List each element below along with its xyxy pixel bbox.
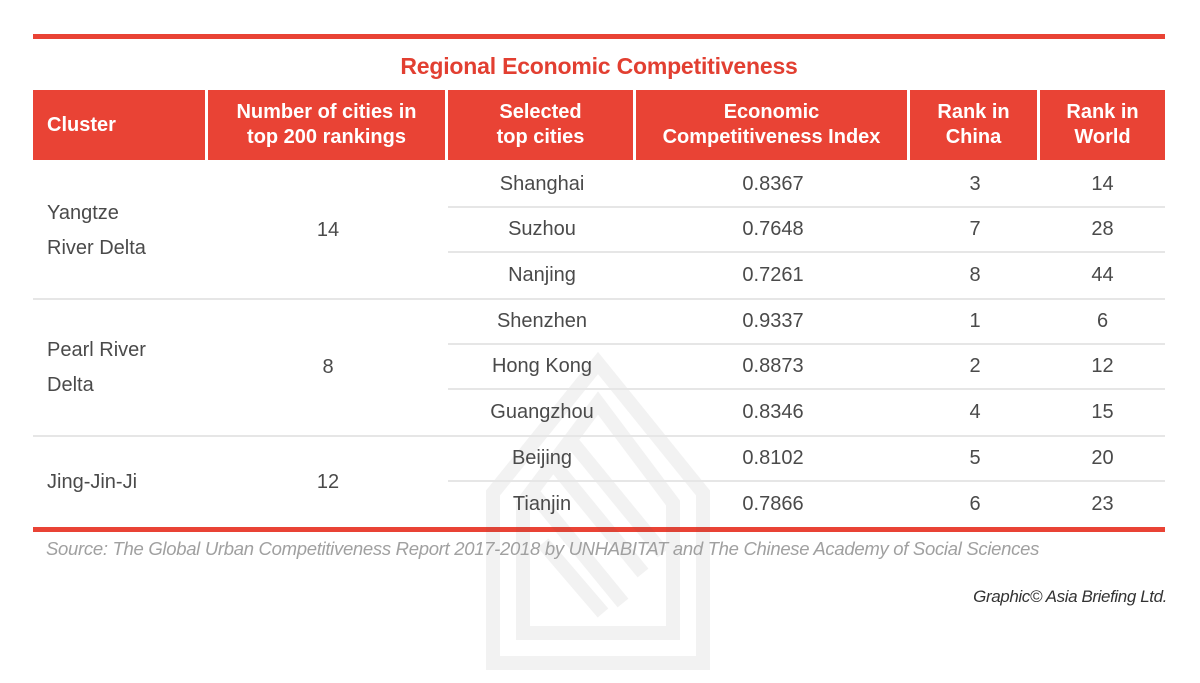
city-name: Hong Kong xyxy=(491,355,593,377)
rank-china: 8 xyxy=(969,264,981,286)
city-name: Suzhou xyxy=(508,218,576,240)
city-count: 14 xyxy=(316,219,340,241)
city-name: Shenzhen xyxy=(496,310,588,332)
header-rank-world: Rank in World xyxy=(1066,101,1139,148)
index-value: 0.8102 xyxy=(742,447,804,469)
table-row: Suzhou 0.7648 7 28 xyxy=(448,208,1165,253)
rank-china: 4 xyxy=(969,401,981,423)
rank-world: 28 xyxy=(1091,218,1114,240)
rank-china: 7 xyxy=(969,218,981,240)
header-index: Economic Competitiveness Index xyxy=(636,90,910,160)
cluster-group-pearl-river: Pearl River Delta 8 Shenzhen 0.9337 1 6 H… xyxy=(33,300,1165,437)
table-row: Nanjing 0.7261 8 44 xyxy=(448,253,1165,298)
header-rank-china: Rank in China xyxy=(910,90,1040,160)
table-row: Shenzhen 0.9337 1 6 xyxy=(448,300,1165,345)
top-rule xyxy=(33,34,1165,39)
table-row: Tianjin 0.7866 6 23 xyxy=(448,482,1165,527)
rank-world: 15 xyxy=(1091,401,1114,423)
index-value: 0.9337 xyxy=(742,310,804,332)
table-header: Cluster Number of cities in top 200 ranki… xyxy=(33,90,1165,160)
index-value: 0.8367 xyxy=(742,173,804,195)
table-title: Regional Economic Competitiveness xyxy=(400,53,798,79)
cluster-name: Pearl River Delta xyxy=(47,338,146,396)
header-cluster: Cluster xyxy=(33,90,208,160)
cluster-name: Jing-Jin-Ji xyxy=(47,470,138,493)
table-row: Beijing 0.8102 5 20 xyxy=(448,437,1165,482)
cluster-name: Yangtze River Delta xyxy=(47,201,146,259)
index-value: 0.8873 xyxy=(742,355,804,377)
cluster-group-yangtze: Yangtze River Delta 14 Shanghai 0.8367 3 … xyxy=(33,163,1165,300)
table-row: Shanghai 0.8367 3 14 xyxy=(448,163,1165,208)
header-top-cities: Selected top cities xyxy=(448,90,636,160)
rank-world: 12 xyxy=(1091,355,1114,377)
city-count: 8 xyxy=(322,356,334,378)
rank-china: 1 xyxy=(969,310,981,332)
city-name: Tianjin xyxy=(512,493,572,515)
index-value: 0.7866 xyxy=(742,493,804,515)
city-name: Nanjing xyxy=(508,264,576,286)
table-row: Guangzhou 0.8346 4 15 xyxy=(448,390,1165,435)
bottom-rule xyxy=(33,527,1165,532)
index-value: 0.8346 xyxy=(742,401,804,423)
rank-world: 23 xyxy=(1091,493,1114,515)
index-value: 0.7648 xyxy=(742,218,804,240)
rank-world: 6 xyxy=(1096,310,1109,332)
city-name: Guangzhou xyxy=(490,401,594,423)
index-value: 0.7261 xyxy=(742,264,804,286)
city-count: 12 xyxy=(316,470,340,493)
rank-china: 3 xyxy=(969,173,981,195)
rank-world: 20 xyxy=(1091,447,1114,469)
header-city-count: Number of cities in top 200 rankings xyxy=(208,90,448,160)
graphic-credit: Graphic© Asia Briefing Ltd. xyxy=(973,587,1167,606)
source-note: Source: The Global Urban Competitiveness… xyxy=(46,538,1040,559)
city-name: Shanghai xyxy=(499,173,585,195)
city-name: Beijing xyxy=(511,447,573,469)
rank-china: 6 xyxy=(969,493,981,515)
table-body: Yangtze River Delta 14 Shanghai 0.8367 3 … xyxy=(33,163,1165,670)
table-row: Hong Kong 0.8873 2 12 xyxy=(448,345,1165,390)
table-container: Regional Economic Competitiveness Cluste… xyxy=(33,34,1165,670)
cluster-group-jing-jin-ji: Jing-Jin-Ji 12 Beijing 0.8102 5 20 Tianj… xyxy=(33,437,1165,527)
rank-world: 44 xyxy=(1091,264,1114,286)
rank-china: 2 xyxy=(969,355,981,377)
rank-world: 14 xyxy=(1091,173,1114,195)
rank-china: 5 xyxy=(969,447,981,469)
